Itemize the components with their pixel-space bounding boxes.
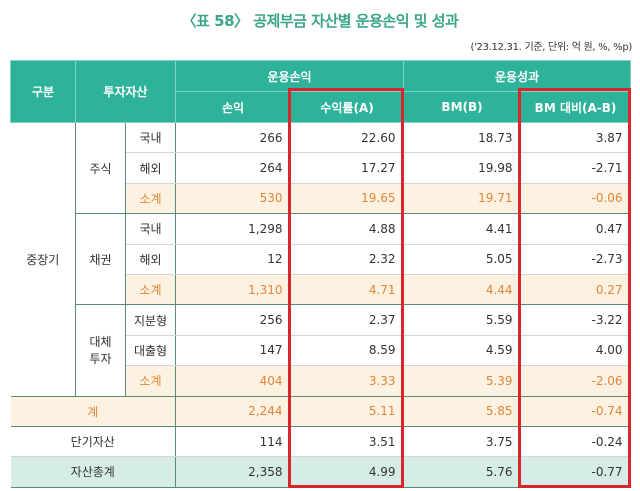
value-diff: 3.87 xyxy=(520,122,631,154)
value-profit: 256 xyxy=(175,304,291,336)
header-perf-group: 운용성과 xyxy=(403,60,632,92)
row-label: 자산총계 xyxy=(10,456,176,488)
value-profit: 266 xyxy=(175,122,291,154)
header-category: 구분 xyxy=(10,60,76,123)
header-return: 수익률(A) xyxy=(290,91,405,123)
value-bm: 4.41 xyxy=(403,213,521,245)
sub-asset-name: 대출형 xyxy=(125,335,176,367)
value-profit: 1,310 xyxy=(175,274,291,306)
sub-asset-name: 국내 xyxy=(125,213,176,245)
value-diff: 0.47 xyxy=(520,213,631,245)
value-profit: 12 xyxy=(175,244,291,275)
header-diff: BM 대비(A-B) xyxy=(520,91,632,123)
value-diff: 4.00 xyxy=(520,335,631,367)
table-row: 채권 국내 1,298 4.88 4.41 0.47 xyxy=(11,213,631,306)
sub-asset-name: 국내 xyxy=(125,122,176,154)
table-row: 대출형 147 8.59 4.59 4.00 xyxy=(11,335,631,367)
table-row: 중장기 주식 국내 266 22.60 18.73 3.87 xyxy=(10,122,631,397)
table-title: 〈표 58〉 공제부금 자산별 운용손익 및 성과 xyxy=(181,12,459,30)
row-label: 단기자산 xyxy=(10,426,176,458)
asset-group-name: 대체 투자 xyxy=(75,304,126,397)
value-return: 5.11 xyxy=(290,396,404,427)
value-profit: 404 xyxy=(175,365,291,397)
value-diff: -0.74 xyxy=(520,396,631,427)
value-bm: 19.98 xyxy=(403,152,521,184)
category-long-term: 중장기 xyxy=(10,122,76,397)
value-diff: -0.77 xyxy=(520,456,631,488)
value-return: 4.71 xyxy=(290,274,404,306)
value-profit: 2,244 xyxy=(175,396,291,427)
asset-group-name: 주식 xyxy=(75,122,126,215)
value-return: 19.65 xyxy=(290,183,404,215)
header-profit: 손익 xyxy=(175,91,292,123)
header-asset: 투자자산 xyxy=(74,60,177,123)
value-profit: 264 xyxy=(175,152,291,184)
value-return: 3.33 xyxy=(290,365,404,397)
value-return: 8.59 xyxy=(290,335,404,367)
asset-group-name: 채권 xyxy=(75,213,126,306)
table-row: 소계 530 19.65 19.71 -0.06 xyxy=(11,183,631,215)
unit-note: ('23.12.31. 기준, 단위: 억 원, %, %p) xyxy=(470,42,633,53)
row-label: 계 xyxy=(10,396,176,427)
table-row: 소계 404 3.33 5.39 -2.06 xyxy=(11,365,631,397)
sub-asset-name: 해외 xyxy=(125,152,176,184)
value-return: 17.27 xyxy=(290,152,404,184)
value-profit: 147 xyxy=(175,335,291,367)
value-diff: -2.73 xyxy=(520,244,631,275)
value-bm: 19.71 xyxy=(403,183,521,215)
table-row: 소계 1,310 4.71 4.44 0.27 xyxy=(11,274,631,306)
value-bm: 5.85 xyxy=(403,396,521,427)
value-profit: 1,298 xyxy=(175,213,291,245)
value-profit: 2,358 xyxy=(175,456,291,488)
value-diff: -0.06 xyxy=(520,183,631,215)
value-diff: -2.06 xyxy=(520,365,631,397)
table-row: 해외 264 17.27 19.98 -2.71 xyxy=(11,152,631,184)
sub-asset-name: 해외 xyxy=(125,244,176,275)
sub-asset-name: 지분형 xyxy=(125,304,176,336)
value-profit: 114 xyxy=(175,426,291,458)
value-bm: 4.44 xyxy=(403,274,521,306)
table-row: 해외 12 2.32 5.05 -2.73 xyxy=(11,244,631,275)
value-bm: 5.05 xyxy=(403,244,521,275)
sub-asset-name: 소계 xyxy=(125,274,176,306)
returns-table: 구분 투자자산 운용손익 운용성과 손익 수익률(A) BM(B) BM 대비(… xyxy=(10,60,632,488)
value-bm: 5.39 xyxy=(403,365,521,397)
value-profit: 530 xyxy=(175,183,291,215)
total-row: 계 2,244 5.11 5.85 -0.74 xyxy=(10,396,631,427)
header-bm: BM(B) xyxy=(403,91,522,123)
highlight-return-column xyxy=(288,88,404,488)
header-profit-group: 운용손익 xyxy=(175,60,405,92)
value-diff: -0.24 xyxy=(520,426,631,458)
value-bm: 5.59 xyxy=(403,304,521,336)
sub-asset-name: 소계 xyxy=(125,183,176,215)
value-bm: 18.73 xyxy=(403,122,521,154)
value-return: 4.88 xyxy=(290,213,404,245)
table-row: 대체 투자 지분형 256 2.37 5.59 -3.22 xyxy=(11,304,631,397)
value-diff: -2.71 xyxy=(520,152,631,184)
grand-total-row: 자산총계 2,358 4.99 5.76 -0.77 xyxy=(10,456,631,488)
value-bm: 5.76 xyxy=(403,456,521,488)
value-diff: 0.27 xyxy=(520,274,631,306)
value-return: 2.32 xyxy=(290,244,404,275)
value-return: 2.37 xyxy=(290,304,404,336)
value-diff: -3.22 xyxy=(520,304,631,336)
value-bm: 4.59 xyxy=(403,335,521,367)
sub-asset-name: 소계 xyxy=(125,365,176,397)
value-bm: 3.75 xyxy=(403,426,521,458)
value-return: 22.60 xyxy=(290,122,404,154)
highlight-diff-column xyxy=(518,88,631,488)
value-return: 4.99 xyxy=(290,456,404,488)
